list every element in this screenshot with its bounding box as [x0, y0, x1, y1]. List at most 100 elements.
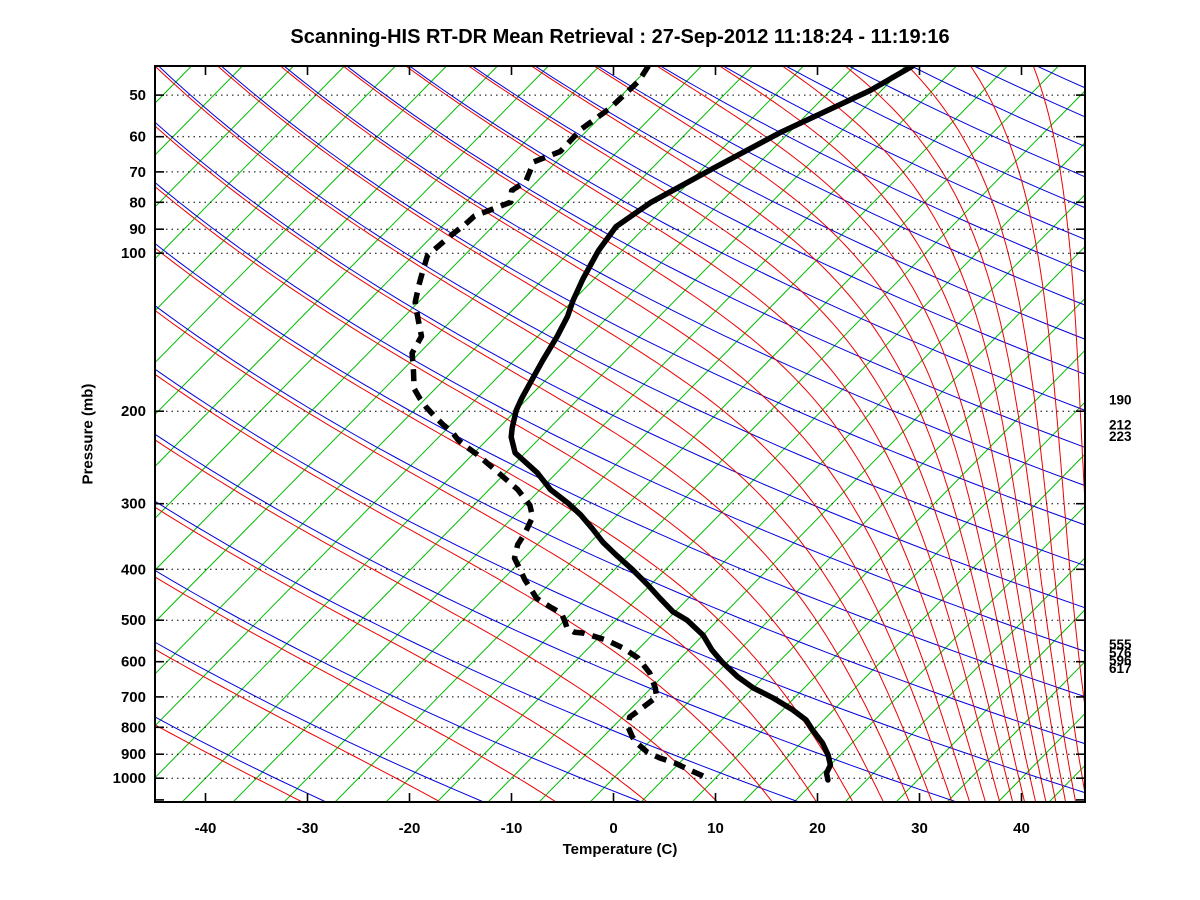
isotherm-line [181, 66, 906, 802]
isotherm-line [283, 66, 1008, 802]
x-tick-label: 0 [609, 820, 617, 837]
isotherm-line [155, 66, 753, 675]
dry-adiabat-line [155, 716, 327, 802]
moist-adiabat-line [155, 247, 854, 802]
isotherm-line [155, 66, 447, 364]
dry-adiabat-line [155, 242, 1085, 698]
y-tick-label: 800 [121, 719, 146, 736]
dry-adiabat-line [409, 66, 1085, 411]
dry-adiabats-group [155, 66, 1085, 802]
isotherm-line [155, 66, 804, 727]
dry-adiabat-line [155, 433, 957, 802]
moist-adiabat-line [970, 66, 1085, 711]
moist-adiabat-line [155, 66, 933, 802]
y-tick-label: 700 [121, 689, 146, 706]
pressure-level-marker: 212 [1109, 418, 1132, 433]
isotherm-line [155, 66, 702, 623]
axis-ticks [155, 66, 1085, 802]
isotherm-line [640, 349, 1085, 802]
x-tick-label: 40 [1013, 820, 1030, 837]
y-tick-label: 50 [129, 87, 146, 104]
x-tick-label: -30 [297, 820, 319, 837]
isotherms-group [155, 66, 1085, 802]
isotherm-line [436, 142, 1085, 802]
plot-area [155, 66, 1085, 802]
moist-adiabat-line [468, 66, 1014, 802]
x-tick-label: 30 [911, 820, 928, 837]
dry-adiabat-line [155, 569, 642, 802]
isotherm-line [793, 505, 1085, 802]
pressure-gridlines [155, 94, 1085, 779]
isotherm-line [334, 66, 1059, 802]
dry-adiabat-line [346, 66, 1085, 448]
moist-adiabat-line [155, 439, 718, 802]
dry-adiabat-line [660, 66, 1085, 273]
x-tick-label: -20 [399, 820, 421, 837]
dry-adiabat-line [155, 121, 1085, 609]
isotherm-line [155, 66, 549, 468]
x-tick-label: -40 [195, 820, 217, 837]
isotherm-line [232, 66, 957, 802]
moist-adiabat-line [155, 506, 648, 802]
moist-adiabat-line [1032, 66, 1085, 511]
plot-border [154, 65, 1086, 803]
pressure-level-marker: 617 [1109, 661, 1132, 676]
isotherm-line [385, 90, 1085, 802]
isotherm-line [155, 66, 600, 519]
moist-adiabat-line [155, 185, 884, 802]
isotherm-line [155, 66, 192, 104]
x-tick-label: 10 [707, 820, 724, 837]
isotherm-line [155, 66, 855, 779]
x-axis-label: Temperature (C) [562, 841, 678, 858]
y-tick-label: 600 [121, 654, 146, 671]
moist-adiabat-line [155, 648, 441, 802]
isotherm-line [155, 66, 396, 312]
temperature-trace [508, 66, 916, 783]
isotherm-line [155, 66, 294, 208]
dewpoint-trace [409, 66, 707, 780]
dry-adiabat-line [155, 641, 484, 802]
dry-adiabat-line [220, 66, 1085, 526]
moist-adiabat-line [280, 66, 971, 802]
moist-adiabat-line [217, 66, 953, 802]
y-tick-label: 900 [121, 746, 146, 763]
moist-adiabat-line [342, 66, 986, 802]
dry-adiabat-line [155, 500, 799, 802]
moist-adiabat-line [155, 576, 557, 802]
moist-adiabat-line [155, 309, 817, 802]
dry-adiabat-line [722, 66, 1085, 240]
y-tick-label: 90 [129, 221, 146, 238]
moist-adiabat-line [656, 66, 1047, 802]
moist-adiabat-line [844, 66, 1077, 802]
y-tick-label: 500 [121, 612, 146, 629]
isotherm-line [589, 297, 1085, 802]
dry-adiabat-line [973, 66, 1085, 118]
pressure-level-marker: 576 [1109, 645, 1132, 660]
moist-adiabat-line [155, 125, 910, 802]
dry-adiabat-line [283, 66, 1085, 487]
dry-adiabat-line [471, 66, 1085, 375]
chart-title: Scanning-HIS RT-DR Mean Retrieval : 27-S… [290, 26, 950, 48]
isotherm-line [155, 66, 651, 571]
isotherm-line [844, 557, 1085, 802]
y-tick-label: 1000 [113, 770, 146, 787]
dry-adiabat-line [155, 181, 1085, 652]
dry-adiabat-line [597, 66, 1085, 306]
x-tick-label: -10 [501, 820, 523, 837]
y-tick-label: 200 [121, 403, 146, 420]
isotherm-line [691, 401, 1085, 802]
y-tick-label: 100 [121, 245, 146, 262]
y-tick-label: 80 [129, 194, 146, 211]
y-tick-label: 60 [129, 129, 146, 146]
isotherm-line [895, 609, 1085, 802]
dry-adiabat-line [534, 66, 1085, 340]
moist-adiabat-line [719, 66, 1057, 802]
isotherm-line [997, 712, 1085, 802]
moist-adiabat-line [907, 66, 1085, 796]
moist-adiabats-group [155, 66, 1085, 802]
dry-adiabat-line [785, 66, 1085, 209]
pressure-level-marker: 555 [1109, 637, 1132, 652]
pressure-level-marker: 190 [1109, 393, 1132, 408]
pressure-level-marker: 223 [1109, 429, 1132, 444]
